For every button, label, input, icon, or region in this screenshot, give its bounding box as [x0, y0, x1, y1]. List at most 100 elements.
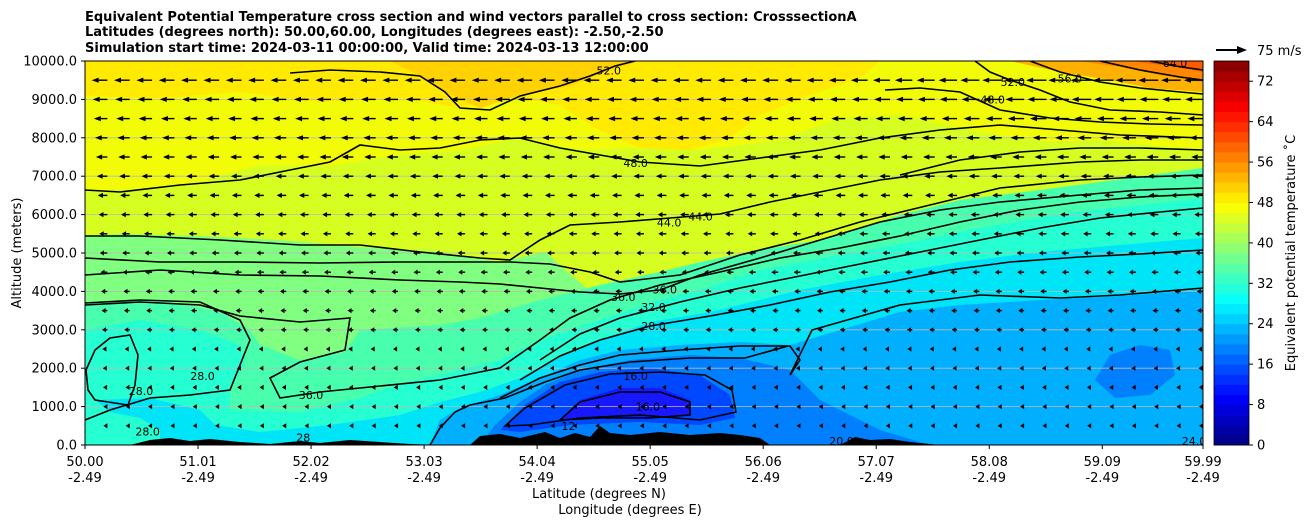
wind-vector-90	[953, 404, 958, 410]
wind-vector-198	[1086, 365, 1091, 371]
wind-vector-575	[389, 212, 399, 218]
wind-vector-527	[457, 231, 466, 237]
wind-vector-34	[841, 423, 846, 429]
wind-vector-136	[840, 384, 845, 390]
wind-vector-578	[456, 212, 466, 218]
wind-vector-844	[697, 116, 712, 122]
wind-vector-940	[561, 77, 577, 83]
wind-vector-541	[770, 231, 779, 237]
wind-vector-564	[143, 212, 153, 218]
wind-vector-342	[884, 308, 890, 314]
colorbar-segment-8	[1214, 354, 1249, 365]
wind-vector-528	[479, 231, 488, 237]
colorbar-label: Equivalent potential temperature ˚C	[1283, 135, 1299, 371]
wind-vector-331	[638, 308, 644, 314]
wind-vector-896	[718, 96, 734, 102]
wind-vector-638	[656, 192, 667, 198]
wind-vector-365	[257, 288, 264, 294]
wind-vector-698	[857, 173, 868, 179]
wind-vector-944	[650, 77, 667, 83]
wind-vector-95	[1064, 404, 1069, 410]
wind-vector-421	[368, 269, 376, 275]
wind-vector-599	[925, 212, 935, 218]
wind-vector-231	[683, 346, 688, 352]
wind-vector-775	[296, 135, 309, 141]
contour-line-46	[899, 147, 1203, 176]
contour-label-18: 28	[296, 431, 310, 444]
x-tick-label-lon-4: -2.49	[520, 471, 554, 486]
wind-vector-221	[460, 346, 465, 352]
wind-vector-268	[370, 327, 376, 333]
wind-vector-55	[170, 404, 175, 410]
colorbar-segment-36	[1214, 71, 1249, 82]
wind-vector-724	[297, 154, 309, 160]
wind-vector-373	[436, 288, 443, 294]
wind-vector-760	[1101, 154, 1114, 160]
wind-vector-304	[1175, 327, 1181, 333]
wind-vector-297	[1018, 327, 1025, 333]
wind-vector-558	[1150, 231, 1159, 237]
wind-vector-228	[616, 346, 621, 352]
wind-vector-705	[1013, 173, 1025, 179]
wind-vector-537	[680, 231, 689, 237]
wind-vector-78	[684, 404, 689, 410]
wind-vector-485	[658, 250, 667, 256]
wind-vector-658	[1103, 192, 1114, 198]
wind-vector-194	[997, 365, 1002, 371]
wind-vector-873	[204, 96, 220, 102]
wind-vector-300	[1085, 327, 1092, 333]
wind-vector-477	[480, 250, 488, 256]
wind-vector-956	[916, 77, 935, 83]
wind-vector-618	[209, 192, 220, 198]
contour-labels: 52.0 52.0 56.0 48.0 64.0 48.0 44.0 44.0 36.0 36.0…	[129, 61, 1203, 445]
wind-vector-168	[415, 365, 420, 371]
wind-vector-229	[639, 346, 644, 352]
wind-vector-556	[1105, 231, 1114, 237]
wind-vector-37	[908, 423, 913, 429]
wind-vector-819	[138, 116, 153, 122]
x-tick-label-lon-6: -2.49	[746, 471, 780, 486]
wind-vector-627	[410, 192, 421, 198]
wind-vector-2	[125, 423, 130, 429]
wind-vector-175	[572, 365, 577, 371]
wind-vector-463	[167, 250, 175, 256]
wind-vector-651	[947, 192, 958, 198]
wind-vector-52	[103, 404, 108, 410]
wind-vector-966	[1138, 77, 1159, 83]
wind-vector-408	[78, 270, 85, 275]
wind-vector-449	[994, 269, 1002, 275]
wind-vector-737	[587, 154, 600, 160]
wind-vector-626	[388, 192, 399, 198]
wind-vector-379	[570, 288, 577, 294]
wind-vector-267	[347, 327, 354, 333]
wind-vector-512	[121, 231, 130, 237]
wind-vector-192	[952, 365, 957, 371]
wind-vector-409	[100, 269, 108, 275]
wind-vector-926	[248, 77, 264, 83]
wind-vector-106	[170, 384, 175, 390]
colorbar-tick-label-7: 56	[1257, 156, 1274, 171]
wind-vector-516	[211, 231, 220, 237]
wind-vector-473	[390, 250, 399, 256]
wind-vector-751	[900, 154, 913, 160]
wind-vector-311	[191, 308, 197, 314]
wind-vector-894	[674, 96, 689, 102]
wind-vector-280	[638, 327, 644, 333]
terrain	[85, 426, 940, 445]
wind-vector-335	[727, 308, 734, 314]
wind-vector-830	[384, 116, 399, 122]
wind-vector-735	[543, 154, 555, 160]
wind-vector-435	[681, 269, 689, 275]
wind-vector-918	[69, 78, 85, 83]
wind-vector-824	[250, 116, 264, 122]
contour-label-5: 48.0	[623, 157, 648, 170]
theta-fill-patch-east	[1095, 345, 1175, 398]
wind-vector-448	[972, 269, 980, 275]
wind-vector-71	[528, 404, 533, 410]
wind-vector-447	[950, 269, 958, 275]
wind-vector-35	[863, 423, 868, 429]
wind-vector-332	[660, 308, 667, 314]
wind-vector-347	[995, 308, 1002, 314]
wind-vector-301	[1108, 327, 1114, 333]
wind-vector-865	[1164, 116, 1181, 122]
